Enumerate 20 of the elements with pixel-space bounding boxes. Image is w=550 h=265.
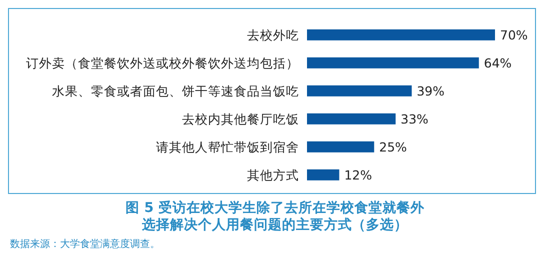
bar: [307, 113, 396, 124]
source-note: 数据来源：大学食堂满意度调查。: [10, 238, 161, 251]
data-label: 70%: [500, 27, 528, 42]
data-label: 64%: [484, 55, 512, 70]
y-tick-label: 去校外吃: [247, 27, 299, 42]
y-tick-label: 去校内其他餐厅吃饭: [182, 111, 299, 126]
data-label: 33%: [400, 111, 429, 126]
data-label: 12%: [344, 167, 372, 182]
y-tick-label: 水果、零食或者面包、饼干等速食品当饭吃: [52, 83, 299, 98]
y-tick-label: 其他方式: [247, 167, 299, 182]
data-label: 39%: [416, 83, 445, 98]
bar: [307, 169, 340, 180]
y-tick-label: 请其他人帮忙带饭到宿舍: [156, 139, 299, 154]
data-label: 25%: [379, 139, 408, 154]
bar: [307, 57, 479, 68]
text: 图 5 受访在校大学生除了去所在学校食堂就餐外选择解决个人用餐问题的主要方式（多选）: [125, 200, 425, 234]
y-tick-label: 订外卖（食堂餐饮外送或校外餐饮外送均包括）: [26, 55, 299, 70]
bar: [307, 29, 495, 40]
bar: [307, 85, 412, 96]
bar: [307, 141, 374, 152]
